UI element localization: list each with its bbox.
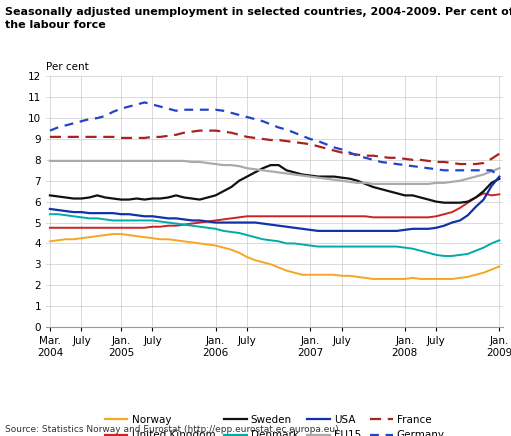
- Text: Seasonally adjusted unemployment in selected countries, 2004-2009. Per cent of: Seasonally adjusted unemployment in sele…: [5, 7, 511, 17]
- Text: Source: Statistics Norway and Eurostat (http://epp.eurostat.ec.europa.eu).: Source: Statistics Norway and Eurostat (…: [5, 425, 342, 434]
- Text: Per cent: Per cent: [46, 62, 89, 72]
- Text: the labour force: the labour force: [5, 20, 106, 30]
- Legend: Norway, United Kingdom, Sweden, Denmark, USA, EU15, France, Germany: Norway, United Kingdom, Sweden, Denmark,…: [105, 415, 445, 436]
